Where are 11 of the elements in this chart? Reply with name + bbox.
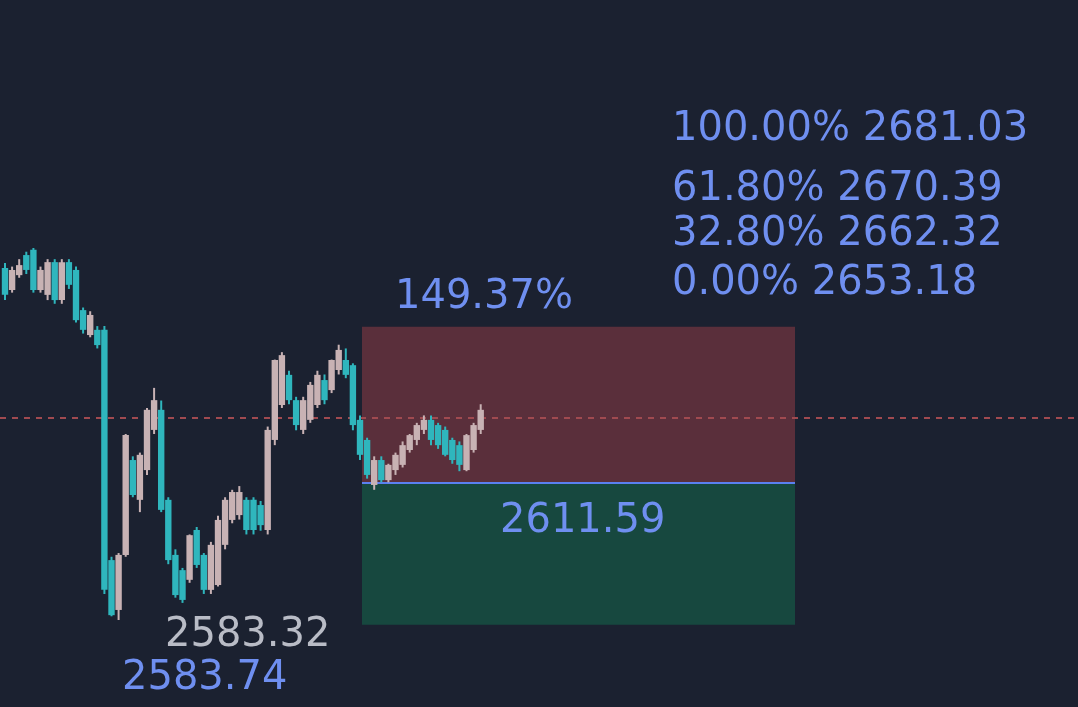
text: 100.00% 2681.03 (672, 103, 1029, 149)
candlestick (321, 373, 328, 406)
annotation: 149.37% (395, 271, 573, 317)
text: 61.80% 2670.39 (672, 163, 1003, 209)
text: 2583.74 (122, 652, 288, 698)
candlestick (378, 455, 385, 484)
text: 2611.59 (500, 495, 666, 541)
text: 0.00% 2653.18 (672, 257, 978, 303)
text: 32.80% 2662.32 (672, 208, 1003, 254)
candlestick (87, 310, 94, 339)
annotation: 2583.32 (165, 609, 331, 655)
